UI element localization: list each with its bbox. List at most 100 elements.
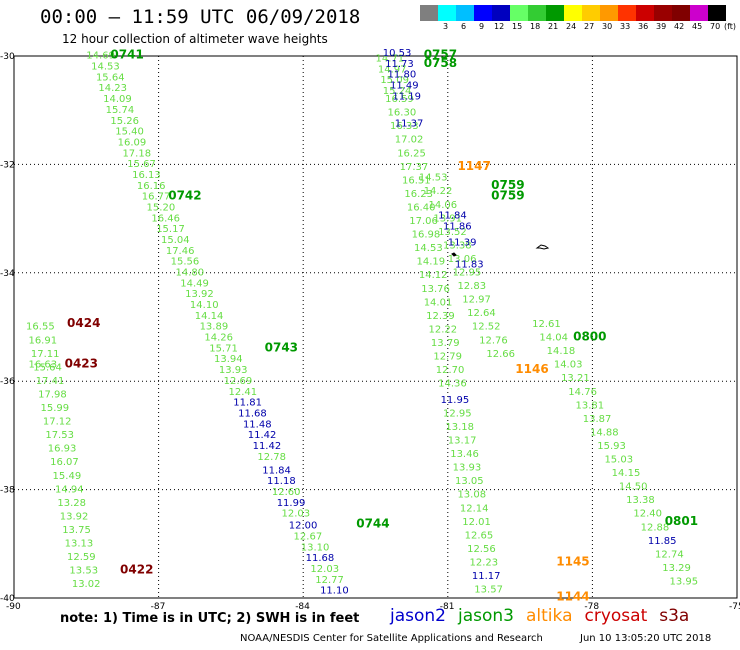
scale-swatch	[600, 5, 618, 21]
wave-height-value: 14.10	[190, 300, 219, 311]
scale-label: 24	[566, 22, 577, 31]
wave-height-value: 11.84	[262, 465, 291, 476]
scale-swatch	[618, 5, 636, 21]
wave-height-value: 12.56	[467, 544, 496, 555]
scale-label: 18	[530, 22, 541, 31]
wave-height-value: 15.40	[115, 127, 144, 138]
wave-height-value: 17.18	[122, 148, 151, 159]
scale-label: 45	[692, 22, 703, 31]
map-subtitle: 12 hour collection of altimeter wave hei…	[62, 32, 328, 46]
wave-height-value: 16.63	[28, 360, 57, 371]
scale-label: 36	[638, 22, 649, 31]
wave-height-value: 15.67	[127, 159, 156, 170]
wave-height-value: 11.18	[267, 476, 296, 487]
wave-height-value: 17.53	[45, 430, 74, 441]
wave-height-value: 16.13	[132, 170, 161, 181]
wave-height-value: 11.42	[248, 430, 277, 441]
wave-height-value: 14.22	[424, 186, 453, 197]
lon-tick-label: -90	[6, 602, 21, 612]
pass-time-label: 0423	[65, 357, 98, 371]
scale-swatch	[528, 5, 546, 21]
wave-height-value: 11.86	[443, 221, 472, 232]
wave-height-value: 14.26	[204, 333, 233, 344]
scale-label: 9	[479, 22, 485, 31]
pass-time-label: 1145	[556, 554, 589, 568]
scale-swatch	[690, 5, 708, 21]
wave-height-value: 12.76	[479, 335, 508, 346]
wave-height-value: 17.11	[31, 349, 60, 360]
wave-height-value: 11.48	[243, 419, 272, 430]
color-scale-bar	[420, 5, 726, 21]
wave-height-value: 13.92	[185, 289, 214, 300]
wave-height-value: 13.53	[69, 566, 98, 577]
wave-height-value: 15.49	[53, 471, 82, 482]
wave-height-value: 13.93	[453, 463, 482, 474]
wave-height-value: 11.73	[385, 59, 414, 70]
lat-tick-label: -30	[0, 52, 15, 62]
scale-label: 21	[548, 22, 559, 31]
scale-swatch	[582, 5, 600, 21]
wave-height-value: 16.98	[412, 230, 441, 241]
wave-height-value: 15.20	[147, 202, 176, 213]
wave-height-value: 11.19	[392, 91, 421, 102]
footer-date: Jun 10 13:05:20 UTC 2018	[580, 633, 712, 644]
scale-label: 12	[494, 22, 505, 31]
wave-height-value: 13.29	[662, 563, 691, 574]
lat-tick-label: -40	[0, 594, 15, 604]
wave-height-value: 13.13	[65, 539, 94, 550]
island-shape	[451, 244, 550, 257]
wave-height-value: 13.87	[583, 414, 612, 425]
wave-height-value: 14.71	[376, 53, 405, 64]
wave-height-value: 11.81	[233, 398, 262, 409]
wave-height-value: 13.05	[455, 476, 484, 487]
wave-height-value: 16.51	[402, 175, 431, 186]
lon-tick-label: -75	[729, 602, 740, 612]
wave-height-value: 15.04	[161, 235, 190, 246]
wave-height-value: 12.66	[486, 349, 515, 360]
pass-time-label: 0741	[110, 48, 143, 62]
wave-height-value: 12.03	[310, 564, 339, 575]
scale-label: 70	[710, 22, 721, 31]
wave-height-value: 14.15	[612, 468, 641, 479]
wave-height-value: 14.53	[419, 173, 448, 184]
wave-height-value: 17.02	[395, 135, 424, 146]
wave-height-value: 15.64	[33, 362, 62, 373]
pass-time-label: 0757	[424, 48, 457, 62]
wave-height-value: 15.26	[110, 116, 139, 127]
wave-height-value: 16.09	[118, 137, 147, 148]
lon-tick-label: -81	[440, 602, 455, 612]
wave-height-value: 16.30	[388, 108, 417, 119]
wave-height-value: 17.06	[409, 216, 438, 227]
wave-height-value: 14.19	[416, 257, 445, 268]
wave-height-value: 17.46	[166, 246, 195, 257]
wave-height-value: 12.78	[257, 452, 286, 463]
wave-height-value: 12.83	[457, 281, 486, 292]
wave-height-value: 14.49	[180, 278, 209, 289]
wave-height-value: 14.53	[91, 62, 120, 73]
wave-height-value: 12.74	[655, 549, 684, 560]
wave-height-value: 11.68	[238, 408, 267, 419]
wave-height-value: 13.92	[60, 511, 89, 522]
wave-height-value: 14.18	[547, 346, 576, 357]
wave-height-value: 12.88	[641, 522, 670, 533]
wave-height-value: 15.99	[41, 403, 70, 414]
scale-swatch	[492, 5, 510, 21]
scale-swatch	[456, 5, 474, 21]
wave-height-value: 16.23	[404, 189, 433, 200]
scale-label: 39	[656, 22, 667, 31]
wave-height-value: 12.22	[429, 324, 458, 335]
legend-altika: altika	[526, 606, 573, 626]
lon-tick-label: -78	[584, 602, 599, 612]
scale-label: 33	[620, 22, 631, 31]
wave-height-value: 12.95	[453, 268, 482, 279]
lat-tick-label: -32	[0, 160, 15, 170]
wave-height-value: 15.71	[209, 343, 238, 354]
legend-jason3: jason3	[458, 606, 514, 626]
pass-time-label: 1144	[556, 590, 589, 604]
wave-height-value: 15.64	[96, 72, 125, 83]
pass-time-label: 0743	[265, 340, 298, 354]
wave-height-value: 12.59	[67, 552, 96, 563]
wave-height-value: 14.12	[419, 270, 448, 281]
lon-tick-label: -87	[151, 602, 166, 612]
wave-height-value: 11.10	[320, 586, 349, 597]
